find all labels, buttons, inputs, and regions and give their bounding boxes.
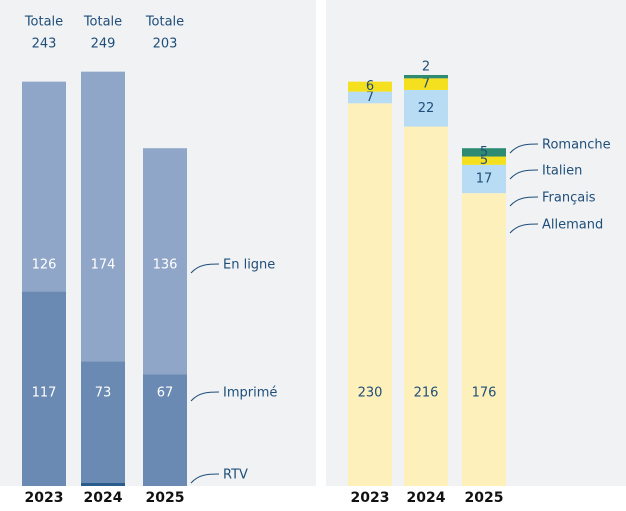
bar-segment [462, 193, 506, 487]
value-label: 7 [366, 90, 374, 105]
bar-segment [81, 71, 125, 362]
bar-segment [404, 126, 448, 487]
value-label: 17 [476, 171, 493, 186]
x-tick-label: 2023 [25, 490, 64, 506]
total-caption: Totale [83, 15, 122, 30]
value-label: 174 [91, 258, 116, 273]
value-label: 2 [422, 59, 430, 74]
value-label: 67 [157, 386, 174, 401]
x-tick-label: 2025 [146, 490, 185, 506]
total-label: 243 [32, 37, 57, 52]
bar-segment [404, 74, 448, 79]
value-label: 136 [153, 258, 178, 273]
legend-connector [190, 473, 220, 484]
bar-segment [81, 361, 125, 483]
x-tick-label: 2025 [465, 490, 504, 506]
legend-label: Italien [542, 164, 582, 179]
value-label: 7 [422, 77, 430, 92]
bar-segment [462, 156, 506, 165]
total-label: 249 [91, 37, 116, 52]
bar-segment [22, 291, 66, 486]
bar-segment [462, 148, 506, 157]
legend-label: Imprimé [223, 386, 277, 401]
legend-connector [509, 196, 539, 207]
bar-segment [404, 78, 448, 90]
x-tick-label: 2024 [407, 490, 446, 506]
legend-connector [190, 391, 220, 402]
value-label: 5 [480, 153, 488, 168]
bar-segment [348, 91, 392, 104]
legend-connector [509, 223, 539, 234]
total-caption: Totale [145, 15, 184, 30]
bar-segment [22, 81, 66, 292]
value-label: 5 [480, 145, 488, 160]
value-label: 73 [95, 386, 112, 401]
legend-label: En ligne [223, 258, 275, 273]
legend-label: Français [542, 191, 596, 206]
bar-segment [143, 148, 187, 375]
legend-label: RTV [223, 468, 248, 483]
bar-segment [348, 81, 392, 92]
value-label: 126 [32, 258, 57, 273]
value-label: 216 [414, 386, 439, 401]
x-tick-label: 2024 [84, 490, 123, 506]
legend-label: Allemand [542, 218, 603, 233]
value-label: 117 [32, 386, 57, 401]
bar-segment [348, 103, 392, 486]
value-label: 6 [366, 79, 374, 94]
total-caption: Totale [24, 15, 63, 30]
legend-connector [509, 169, 539, 180]
value-label: 230 [358, 386, 383, 401]
legend-label: Romanche [542, 138, 611, 153]
value-label: 22 [418, 101, 435, 116]
total-label: 203 [153, 37, 178, 52]
legend-connector [190, 263, 220, 274]
bar-segment [462, 164, 506, 194]
x-tick-label: 2023 [351, 490, 390, 506]
legend-connector [509, 143, 539, 154]
bar-segment [404, 89, 448, 127]
value-label: 176 [472, 386, 497, 401]
bar-segment [81, 482, 125, 486]
bar-segment [143, 374, 187, 486]
